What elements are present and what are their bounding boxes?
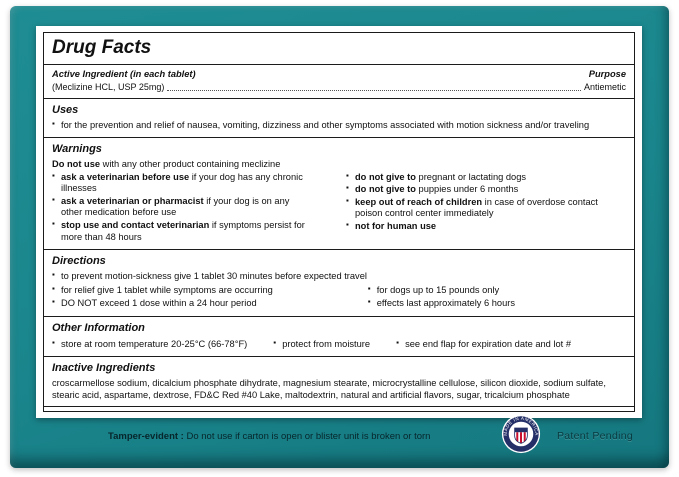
box-footer: Tamper-evident : Do not use if carton is… xyxy=(20,412,659,460)
divider xyxy=(44,315,634,317)
directions-section: Directions to prevent motion-sickness gi… xyxy=(52,252,626,314)
divider xyxy=(44,97,634,99)
other-information-section: Other Information store at room temperat… xyxy=(52,319,626,354)
inactive-ingredients-text: croscarmellose sodium, dicalcium phospha… xyxy=(52,377,606,400)
other-info-item: store at room temperature 20-25°C (66-78… xyxy=(52,338,247,351)
active-ingredient-heading: Active Ingredient (in each tablet) xyxy=(52,69,196,79)
warnings-left-column: ask a veterinarian before use if your do… xyxy=(52,171,332,245)
other-info-item: protect from moisture xyxy=(273,338,370,351)
direction-item: for dogs up to 15 pounds only xyxy=(368,284,626,297)
direction-item: DO NOT exceed 1 dose within a 24 hour pe… xyxy=(52,297,368,310)
drug-facts-title: Drug Facts xyxy=(52,37,152,58)
warning-item: not for human use xyxy=(346,220,607,233)
active-ingredient-section: Active Ingredient (in each tablet) Purpo… xyxy=(52,67,626,96)
warning-item: do not give to pregnant or lactating dog… xyxy=(346,171,607,184)
direction-item: for relief give 1 tablet while symptoms … xyxy=(52,284,368,297)
direction-item: effects last approximately 6 hours xyxy=(368,297,626,310)
warnings-heading: Warnings xyxy=(52,143,102,156)
directions-heading: Directions xyxy=(52,255,106,268)
other-info-item: see end flap for expiration date and lot… xyxy=(396,338,571,351)
inactive-ingredients-heading: Inactive Ingredients xyxy=(52,362,156,375)
warning-item: stop use and contact veterinarian if sym… xyxy=(52,219,313,243)
divider xyxy=(44,356,634,358)
direction-item: to prevent motion-sickness give 1 tablet… xyxy=(52,270,626,283)
dotted-leader xyxy=(167,89,581,91)
product-box: Drug Facts Active Ingredient (in each ta… xyxy=(10,6,669,468)
uses-heading: Uses xyxy=(52,103,79,116)
divider xyxy=(44,64,634,65)
warning-item: keep out of reach of children in case of… xyxy=(346,196,607,220)
tamper-notice: Tamper-evident : Do not use if carton is… xyxy=(108,430,431,442)
divider xyxy=(44,137,634,139)
drug-facts-label: Drug Facts Active Ingredient (in each ta… xyxy=(36,26,642,418)
purpose-heading: Purpose xyxy=(588,69,626,79)
warnings-section: Warnings Do not use with any other produ… xyxy=(52,140,626,247)
made-in-america-seal-icon: MADE IN AMERICA xyxy=(501,414,541,454)
warning-item: ask a veterinarian or pharmacist if your… xyxy=(52,195,313,219)
uses-section: Uses for the prevention and relief of na… xyxy=(52,101,626,135)
purpose-value: Antiemetic xyxy=(583,81,626,92)
divider xyxy=(44,406,634,408)
warning-item: do not give to puppies under 6 months xyxy=(346,183,607,196)
drug-facts-panel: Drug Facts Active Ingredient (in each ta… xyxy=(43,32,635,412)
warnings-intro: Do not use with any other product contai… xyxy=(52,158,281,169)
active-ingredient-name: (Meclizine HCL, USP 25mg) xyxy=(52,81,165,92)
divider xyxy=(44,249,634,251)
patent-pending-label: Patent Pending xyxy=(556,430,633,442)
warnings-right-column: do not give to pregnant or lactating dog… xyxy=(346,171,626,245)
warning-item: ask a veterinarian before use if your do… xyxy=(52,171,313,195)
uses-item: for the prevention and relief of nausea,… xyxy=(52,119,626,132)
inactive-ingredients-section: Inactive Ingredients croscarmellose sodi… xyxy=(52,359,626,404)
other-information-heading: Other Information xyxy=(52,321,145,334)
